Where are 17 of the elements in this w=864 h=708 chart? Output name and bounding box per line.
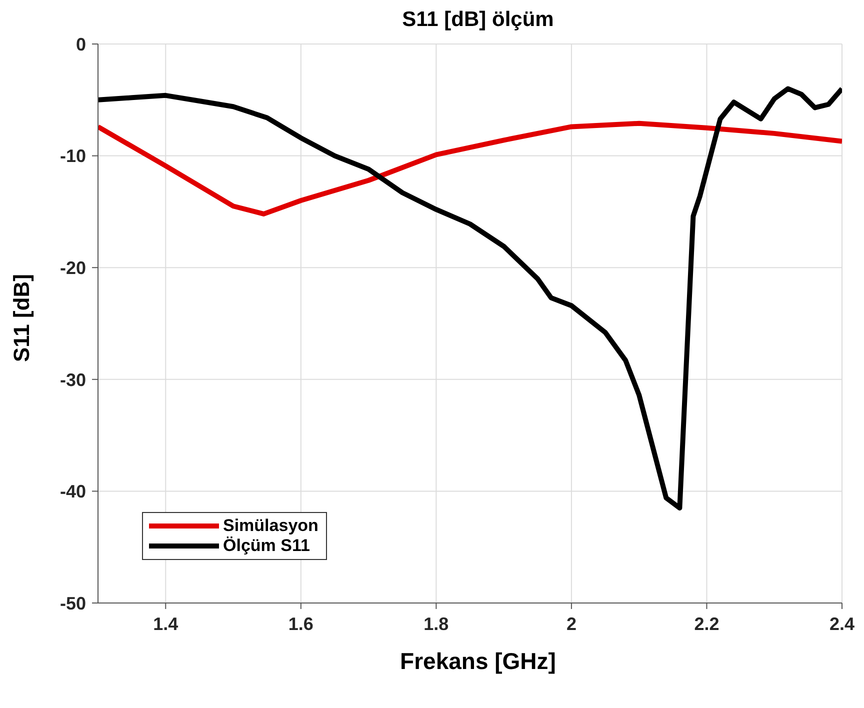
x-tick-label: 1.8 <box>424 614 449 634</box>
x-tick-label: 1.6 <box>288 614 314 634</box>
x-tick-label: 2 <box>566 614 576 634</box>
y-tick-label: -10 <box>60 146 86 166</box>
x-tick-label: 1.4 <box>153 614 178 634</box>
x-tick-label: 2.4 <box>829 614 855 634</box>
y-tick-label: -50 <box>60 593 86 614</box>
x-tick-label: 2.2 <box>694 614 720 634</box>
y-tick-label: -20 <box>60 258 86 278</box>
y-axis-title: S11 [dB] <box>9 274 35 362</box>
legend-label: Ölçüm S11 <box>223 536 310 556</box>
chart-title: S11 [dB] ölçüm <box>401 8 555 32</box>
y-tick-label: -40 <box>60 482 86 502</box>
y-tick-label: -30 <box>60 370 86 390</box>
y-tick-label: 0 <box>76 34 86 54</box>
x-axis-title: Frekans [GHz] <box>399 648 557 675</box>
legend-label: Simülasyon <box>223 516 318 536</box>
